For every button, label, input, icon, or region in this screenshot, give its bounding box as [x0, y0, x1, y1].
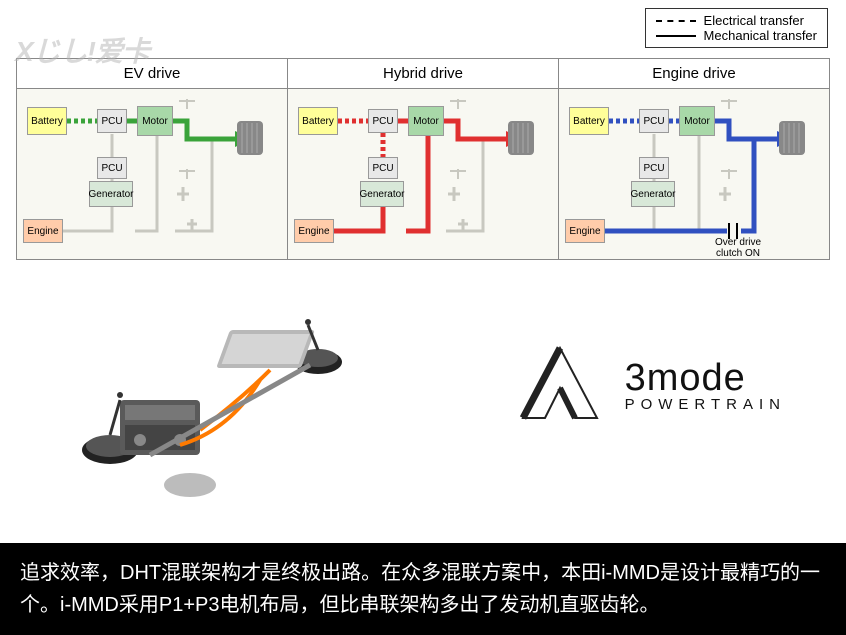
mode-panel-engine: Engine drive — [559, 59, 829, 259]
motor-block: Motor — [679, 106, 715, 136]
engine-block: Engine — [23, 219, 63, 243]
pcu-block: PCU — [368, 109, 398, 133]
wheel-icon — [506, 119, 536, 157]
generator-block: Generator — [89, 181, 133, 207]
legend-mechanical: Mechanical transfer — [704, 28, 817, 43]
logo-section: 3mode POWERTRAIN — [515, 340, 786, 430]
mode-title: Engine drive — [559, 59, 829, 89]
middle-section: 3mode POWERTRAIN — [0, 280, 846, 520]
transfer-legend: Electrical transfer Mechanical transfer — [645, 8, 828, 48]
pcu2-block: PCU — [639, 157, 669, 179]
generator-block: Generator — [360, 181, 404, 207]
watermark: Xじし!爱卡 — [15, 30, 149, 70]
mode-body: Battery PCU Motor PCU Generator Engine O… — [559, 89, 829, 259]
generator-block: Generator — [631, 181, 675, 207]
dash-line-icon — [656, 20, 696, 22]
pcu2-block: PCU — [97, 157, 127, 179]
solid-line-icon — [656, 35, 696, 37]
motor-block: Motor — [408, 106, 444, 136]
mode-panel-hybrid: Hybrid drive Battery — [288, 59, 559, 259]
pcu-block: PCU — [639, 109, 669, 133]
mode-panel-ev: EV drive — [17, 59, 288, 259]
engine-block: Engine — [565, 219, 605, 243]
engine-block: Engine — [294, 219, 334, 243]
triangle-logo-icon — [515, 340, 605, 430]
battery-block: Battery — [569, 107, 609, 135]
wheel-icon — [777, 119, 807, 157]
pcu2-block: PCU — [368, 157, 398, 179]
motor-block: Motor — [137, 106, 173, 136]
legend-electrical: Electrical transfer — [704, 13, 804, 28]
battery-block: Battery — [298, 107, 338, 135]
modes-container: EV drive — [16, 58, 830, 260]
mode-body: Battery PCU Motor PCU Generator Engine — [17, 89, 287, 259]
clutch-note: Over drive clutch ON — [703, 237, 773, 259]
powertrain-image — [60, 300, 380, 500]
pcu-block: PCU — [97, 109, 127, 133]
caption-text: 追求效率，DHT混联架构才是终极出路。在众多混联方案中，本田i-MMD是设计最精… — [0, 543, 846, 635]
wheel-icon — [235, 119, 265, 157]
battery-block: Battery — [27, 107, 67, 135]
logo-main-text: 3mode — [625, 357, 786, 400]
mode-title: Hybrid drive — [288, 59, 558, 89]
logo-sub-text: POWERTRAIN — [625, 396, 786, 413]
mode-body: Battery PCU Motor PCU Generator Engine — [288, 89, 558, 259]
